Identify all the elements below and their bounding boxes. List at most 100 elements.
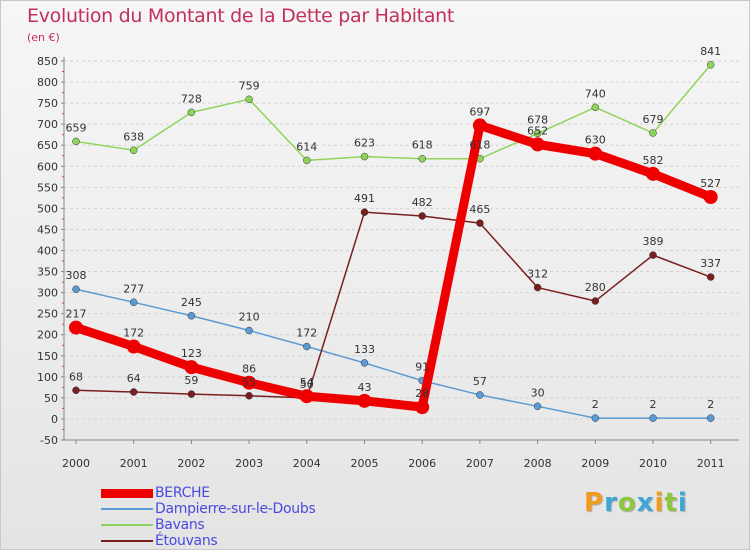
data-label: 123 <box>181 347 202 360</box>
data-point <box>72 386 80 395</box>
series-bavans <box>72 61 715 165</box>
x-tick-label: 2004 <box>293 457 321 470</box>
data-point <box>303 342 311 351</box>
data-label: 614 <box>296 140 317 153</box>
data-label: 68 <box>69 370 83 383</box>
data-label: 64 <box>127 372 141 385</box>
x-tick-label: 2009 <box>581 457 609 470</box>
y-tick-label: 600 <box>37 160 58 173</box>
legend-label: BERCHE <box>155 485 210 501</box>
data-point <box>703 190 718 205</box>
logo-letter: t <box>664 488 678 518</box>
data-point <box>476 219 484 227</box>
data-point <box>591 297 600 305</box>
data-label: 86 <box>242 363 256 376</box>
data-label: 841 <box>700 45 721 58</box>
y-tick-label: 800 <box>37 76 58 89</box>
y-tick-label: 450 <box>37 223 58 236</box>
data-point <box>591 103 600 112</box>
x-tick-label: 2007 <box>466 457 494 470</box>
data-point <box>187 312 196 320</box>
data-label: 491 <box>354 192 375 205</box>
data-point <box>129 298 138 307</box>
y-tick-label: 750 <box>37 97 58 110</box>
data-point <box>187 108 196 117</box>
data-point <box>530 137 545 152</box>
data-point <box>588 146 603 161</box>
x-tick-label: 2002 <box>177 457 205 470</box>
series-line <box>71 120 716 412</box>
data-label: 728 <box>181 92 202 105</box>
chart-unit: (en €) <box>27 31 60 44</box>
data-label: 652 <box>527 124 548 137</box>
data-point <box>591 414 600 422</box>
data-label: 28 <box>415 387 429 400</box>
data-point <box>187 390 196 398</box>
data-label: 308 <box>66 269 87 282</box>
chart-title: Evolution du Montant de la Dette par Hab… <box>27 5 455 27</box>
data-point <box>184 360 199 375</box>
data-label: 482 <box>412 196 433 209</box>
data-point <box>649 129 657 137</box>
data-label: 277 <box>123 282 144 295</box>
legend-label: Bavans <box>155 517 205 533</box>
data-label: 133 <box>354 343 375 356</box>
x-tick-label: 2008 <box>524 457 552 470</box>
grid <box>64 60 739 441</box>
series--touvans <box>72 208 715 402</box>
x-tick-label: 2003 <box>235 457 263 470</box>
data-label: 679 <box>643 113 664 126</box>
data-point <box>242 375 257 390</box>
data-point <box>472 118 487 133</box>
data-label: 30 <box>531 386 545 399</box>
data-point <box>706 414 715 422</box>
y-tick-label: 850 <box>37 55 58 68</box>
data-point <box>299 389 314 404</box>
y-tick-label: 0 <box>51 413 58 426</box>
proxiti-logo: Proxiti <box>584 488 688 518</box>
data-label: 618 <box>469 139 490 152</box>
legend-swatch <box>101 524 153 526</box>
data-point <box>706 273 715 281</box>
data-label: 172 <box>296 327 317 340</box>
data-label: 630 <box>585 134 606 147</box>
data-point <box>360 359 369 367</box>
y-tick-label: 200 <box>37 329 58 342</box>
data-point <box>649 251 657 259</box>
x-tick-label: 2000 <box>62 457 90 470</box>
logo-letter: i <box>677 488 688 518</box>
legend-swatch <box>101 488 153 498</box>
data-label: 245 <box>181 296 202 309</box>
x-tick-label: 2011 <box>697 457 725 470</box>
y-tick-label: 500 <box>37 202 58 215</box>
series-group <box>69 61 718 422</box>
data-point <box>476 391 484 399</box>
data-label: 312 <box>527 268 548 281</box>
data-label: 337 <box>700 257 721 270</box>
data-label: 55 <box>242 376 256 389</box>
data-point <box>706 61 715 69</box>
data-label: 638 <box>123 130 144 143</box>
data-label: 280 <box>585 281 606 294</box>
data-point <box>415 400 430 415</box>
legend-item: Étouvans <box>101 533 315 549</box>
logo-letter: x <box>636 488 655 518</box>
data-label: 57 <box>473 375 487 388</box>
data-point <box>646 166 660 181</box>
data-label: 43 <box>358 381 372 394</box>
data-point <box>245 392 253 400</box>
data-point <box>360 208 369 216</box>
data-point <box>303 156 311 165</box>
data-label: 740 <box>585 87 606 100</box>
data-point <box>129 388 138 396</box>
axes: -500501001502002503003504004505005506006… <box>37 55 739 470</box>
y-tick-label: 50 <box>44 392 58 405</box>
logo-letter: o <box>617 488 637 518</box>
series-berche <box>69 118 718 415</box>
y-tick-label: 250 <box>37 308 58 321</box>
logo-letter: i <box>654 488 665 518</box>
data-point <box>245 326 253 335</box>
